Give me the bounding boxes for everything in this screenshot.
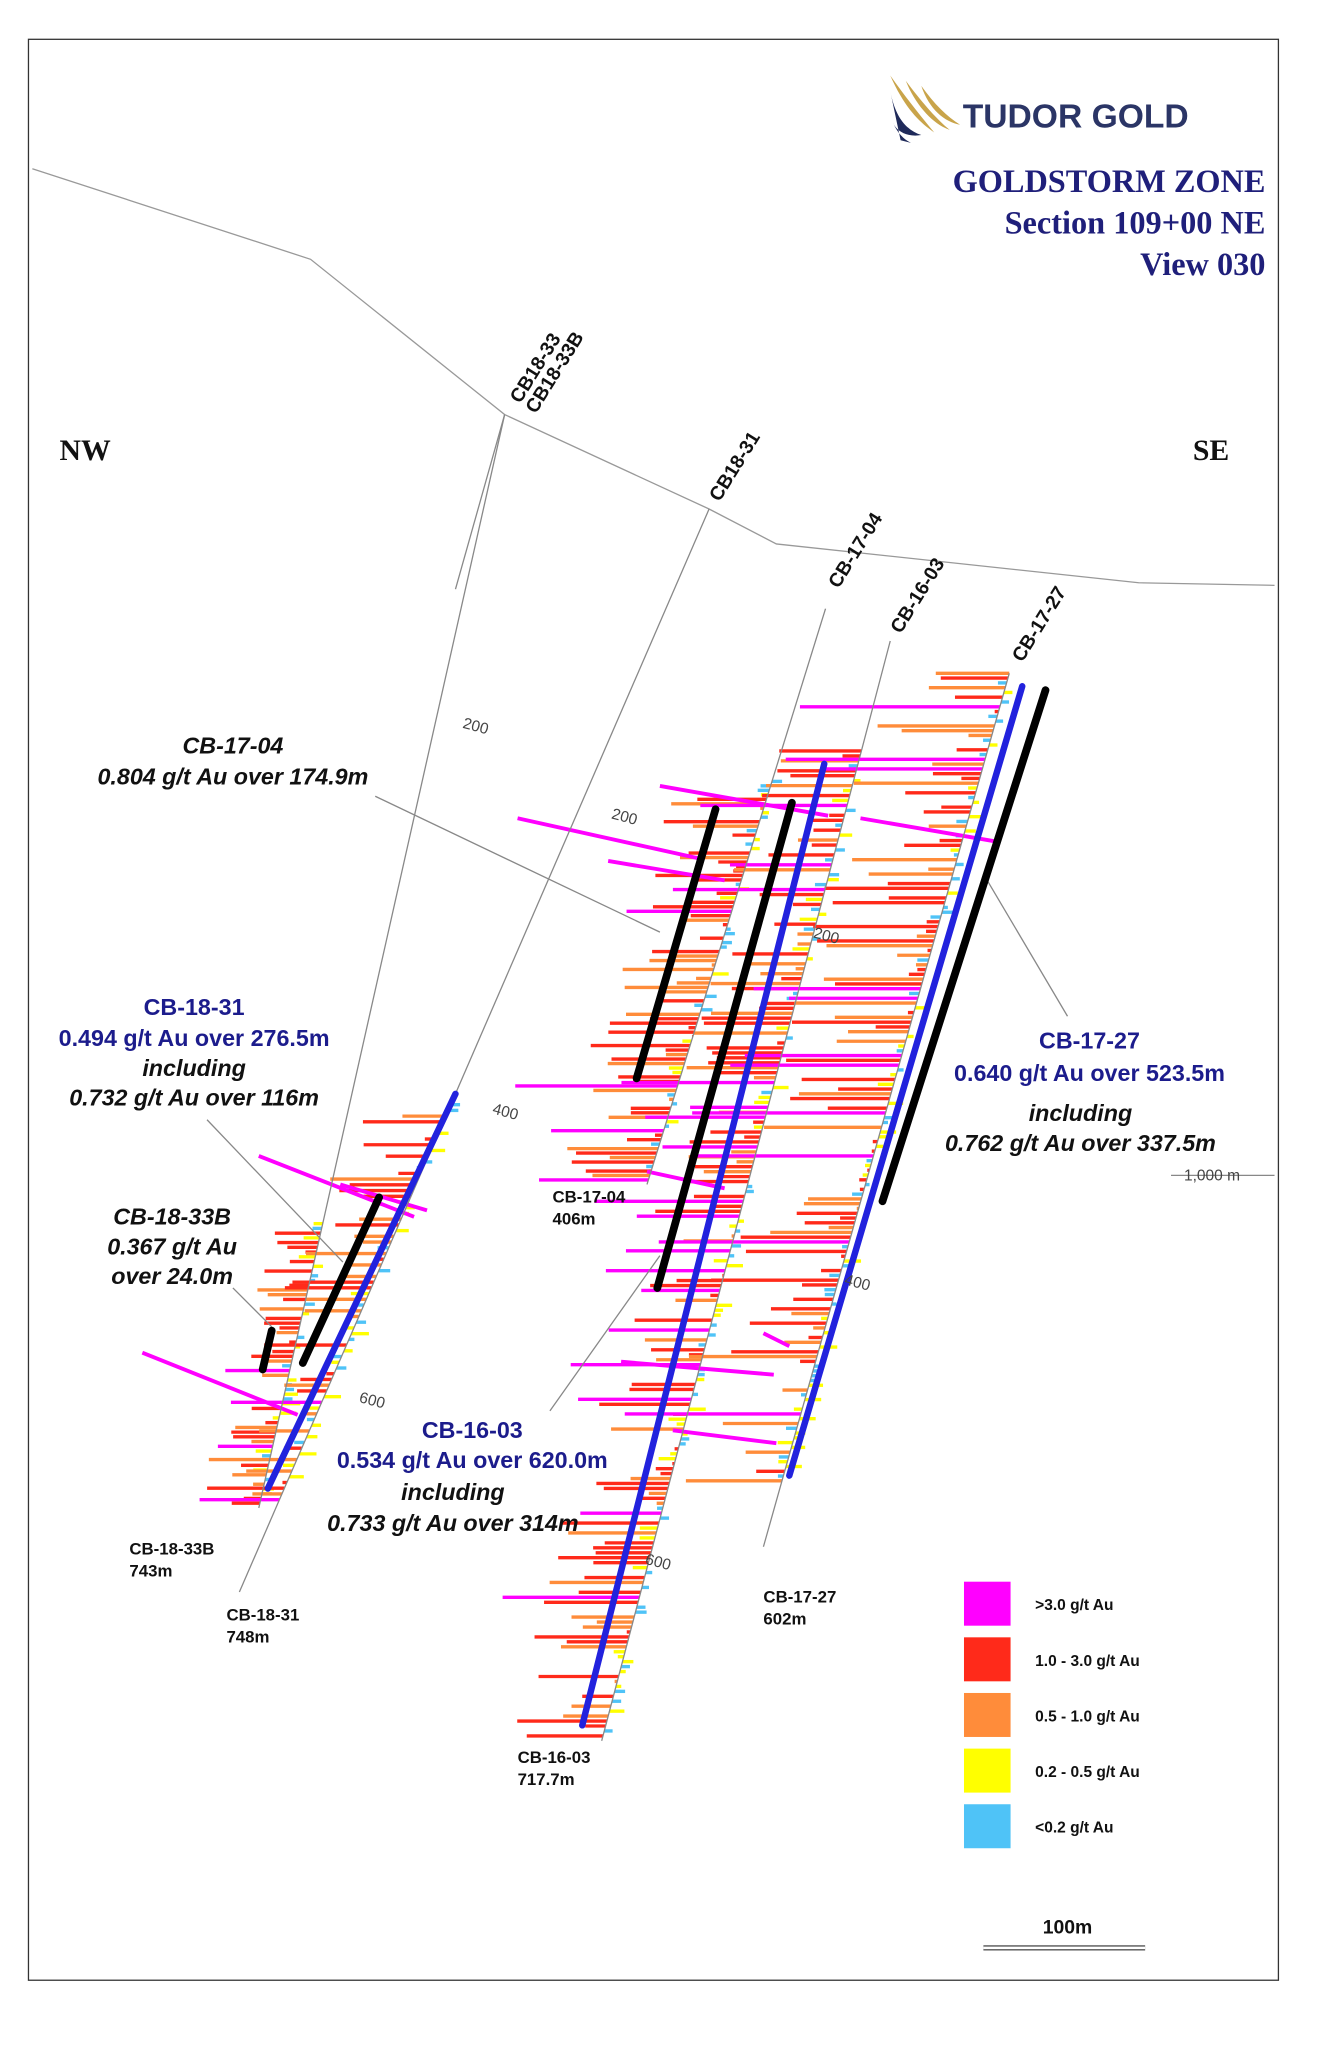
drill-holes: [238, 414, 1010, 1742]
annotation: 0.762 g/t Au over 337.5m: [945, 1130, 1216, 1156]
frame: [27, 38, 1280, 1981]
hole-trace: [454, 414, 506, 590]
depth-label: 600: [643, 1551, 673, 1574]
legend-label: >3.0 g/t Au: [1035, 1597, 1113, 1614]
legend-label: 0.5 - 1.0 g/t Au: [1035, 1708, 1140, 1725]
composite-blue: [579, 760, 828, 1729]
composite-black: [878, 686, 1050, 1206]
annotation: CB-18-33B: [113, 1204, 231, 1230]
leader-line: [549, 1255, 661, 1412]
end-label: 717.7m: [518, 1770, 575, 1789]
annotation: CB-17-27: [1039, 1028, 1140, 1054]
depth-label: 600: [357, 1389, 387, 1412]
title: Section 109+00 NE: [1005, 204, 1266, 240]
hole-trace: [238, 508, 710, 1593]
annotation: 0.367 g/t Au: [107, 1233, 237, 1259]
end-label: CB-17-27: [763, 1587, 836, 1606]
collar-label: CB-16-03: [886, 554, 949, 637]
leader-line: [232, 1287, 273, 1328]
grade-bar: [620, 1359, 774, 1377]
annotation: including: [401, 1479, 504, 1505]
leader-lines: [206, 795, 1275, 1412]
annotation: CB-18-31: [144, 994, 245, 1020]
composites: [258, 683, 1050, 1729]
orientation-label: NW: [60, 434, 111, 467]
annotation: 0.732 g/t Au over 116m: [69, 1085, 319, 1111]
annotation: 0.733 g/t Au over 314m: [327, 1510, 578, 1536]
hole-trace: [646, 608, 827, 1185]
legend-swatch: [963, 1804, 1011, 1849]
annotation: 0.640 g/t Au over 523.5m: [954, 1060, 1225, 1086]
legend-swatch: [963, 1692, 1011, 1737]
leader-line: [374, 795, 661, 933]
hole-trace: [258, 414, 506, 1509]
grade-bar: [607, 859, 725, 883]
end-label: 743m: [129, 1562, 172, 1581]
leader-line: [206, 1119, 344, 1263]
logo: TUDOR GOLD: [890, 75, 1189, 143]
depth-label: 1,000 m: [1184, 1168, 1240, 1185]
legend-swatch: [963, 1637, 1011, 1682]
hole-trace: [601, 640, 891, 1742]
grade-bar: [339, 1182, 428, 1213]
composite-black: [632, 805, 720, 1083]
scale-label: 100m: [1043, 1917, 1093, 1939]
legend-swatch: [963, 1748, 1011, 1793]
end-label: 748m: [226, 1628, 269, 1647]
end-label: CB-17-04: [553, 1188, 627, 1207]
composite-black: [298, 1193, 384, 1367]
depth-label: 200: [610, 806, 640, 829]
annotation: over 24.0m: [111, 1263, 233, 1289]
end-label: 406m: [553, 1210, 596, 1229]
depth-label: 400: [491, 1101, 521, 1124]
collar-label: CB-17-27: [1008, 583, 1071, 666]
logo-text: TUDOR GOLD: [963, 98, 1189, 135]
grade-bar: [141, 1350, 299, 1417]
depth-label: 400: [843, 1272, 873, 1295]
end-label: CB-16-03: [518, 1748, 591, 1767]
annotation: 0.804 g/t Au over 174.9m: [97, 764, 368, 790]
legend-label: <0.2 g/t Au: [1035, 1820, 1113, 1837]
depth-label: 200: [812, 925, 842, 948]
grade-bar: [762, 1331, 791, 1348]
end-label: CB-18-31: [226, 1606, 299, 1625]
leader-line: [982, 873, 1069, 1017]
legend-label: 1.0 - 3.0 g/t Au: [1035, 1653, 1140, 1670]
annotation: 0.494 g/t Au over 276.5m: [59, 1025, 330, 1051]
end-label: 602m: [763, 1609, 806, 1628]
collar-label: CB18-31: [705, 428, 765, 506]
grade-bar: [672, 1428, 777, 1446]
legend: >3.0 g/t Au 1.0 - 3.0 g/t Au 0.5 - 1.0 g/t…: [963, 1581, 1140, 1849]
title: View 030: [1140, 246, 1265, 282]
annotation: including: [1029, 1100, 1132, 1126]
orientation-label: SE: [1193, 434, 1229, 467]
annotation: including: [142, 1055, 245, 1081]
composite-blue: [786, 683, 1026, 1479]
title: GOLDSTORM ZONE: [953, 163, 1266, 199]
composite-black: [653, 798, 796, 1292]
grade-bar: [517, 816, 700, 861]
depth-label: 200: [461, 715, 491, 738]
legend-label: 0.2 - 0.5 g/t Au: [1035, 1764, 1140, 1781]
composite-black: [258, 1326, 276, 1374]
logo-bird: [890, 91, 922, 143]
hole-trace: [762, 673, 1010, 1547]
annotation: CB-16-03: [422, 1417, 523, 1443]
grade-bar: [860, 816, 997, 844]
composite-blue: [264, 1090, 459, 1492]
end-label: CB-18-33B: [129, 1540, 214, 1559]
grade-bar: [258, 1154, 415, 1219]
grade-bar: [659, 784, 829, 818]
annotation: CB-17-04: [182, 733, 283, 759]
annotation: 0.534 g/t Au over 620.0m: [337, 1447, 608, 1473]
legend-swatch: [963, 1581, 1011, 1626]
